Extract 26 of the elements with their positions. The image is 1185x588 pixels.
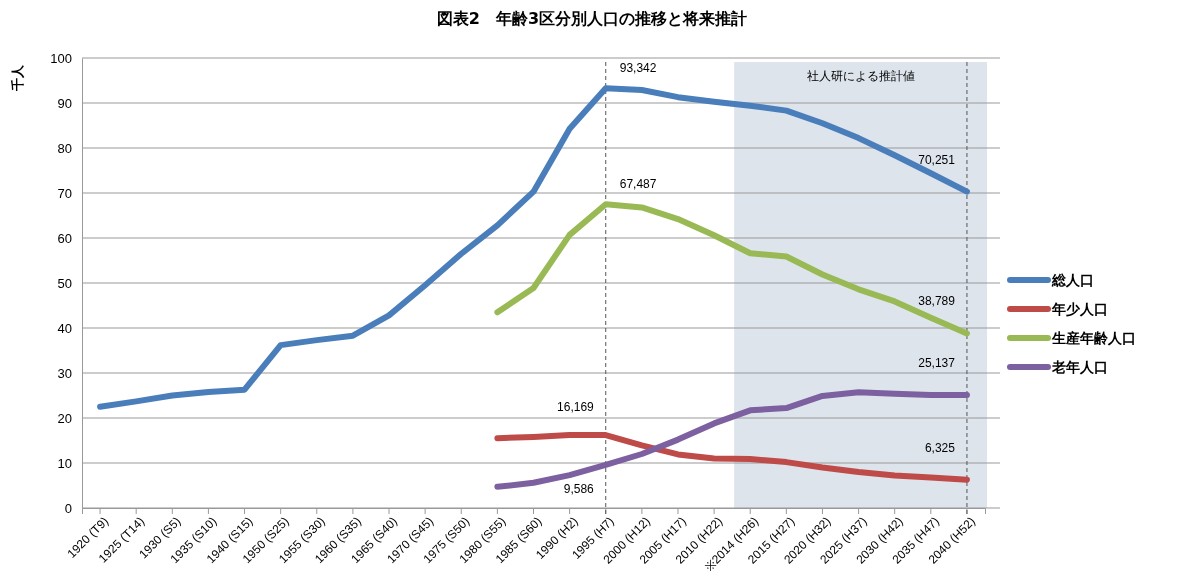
- y-tick-label: 30: [57, 365, 72, 381]
- annotation: 16,169: [557, 400, 595, 415]
- annotation: 67,487: [619, 177, 657, 192]
- annotation: 70,251: [918, 152, 956, 167]
- legend-label: 年少人口: [1051, 301, 1108, 317]
- y-tick-label: 60: [57, 230, 72, 246]
- legend-label: 生産年齢人口: [1051, 330, 1136, 346]
- y-tick-label: 20: [57, 410, 72, 426]
- chart-title: 図表2 年齢3区分別人口の推移と将来推計: [436, 9, 748, 28]
- legend-label: 総人口: [1051, 272, 1094, 288]
- annotation: 25,137: [918, 356, 956, 371]
- y-tick-label: 0: [64, 500, 72, 516]
- annotation: 93,342: [619, 61, 657, 76]
- y-tick-label: 10: [57, 455, 72, 471]
- y-tick-label: 80: [57, 140, 72, 156]
- y-tick-label: 70: [57, 185, 72, 201]
- y-axis-title: 千人: [10, 64, 25, 92]
- y-tick-label: 90: [57, 95, 72, 111]
- legend-label: 老年人口: [1051, 359, 1108, 375]
- y-tick-label: 40: [57, 320, 72, 336]
- band-label: 社人研による推計値: [806, 69, 915, 83]
- annotation: 38,789: [918, 294, 956, 309]
- y-tick-label: 100: [50, 50, 72, 66]
- annotation: 6,325: [924, 440, 956, 455]
- y-tick-label: 50: [57, 275, 72, 291]
- annotation: 9,586: [563, 481, 595, 496]
